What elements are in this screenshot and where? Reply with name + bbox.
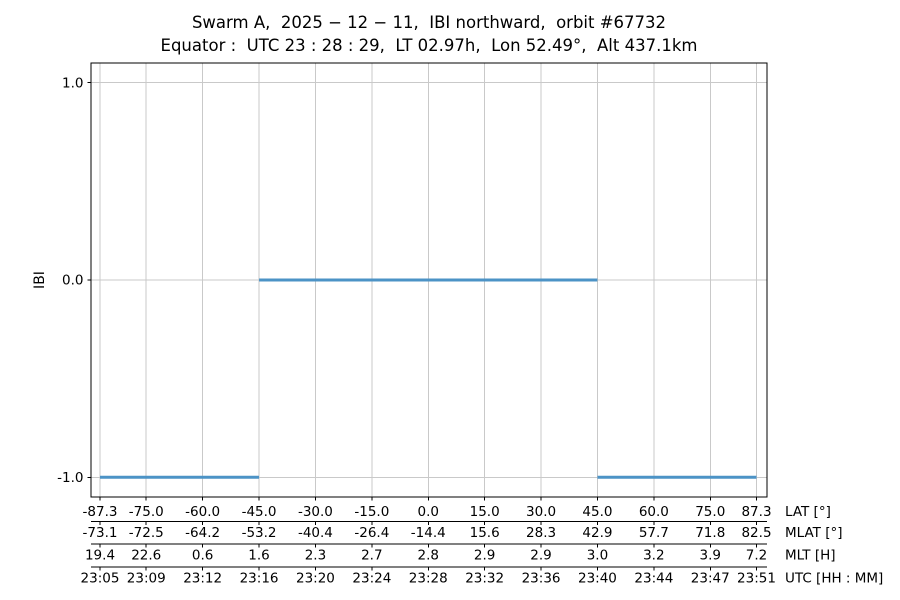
- x-tick-label: -73.1: [83, 525, 118, 541]
- x-tick-label: 23:16: [240, 571, 279, 587]
- x-tick-label: 23:09: [127, 571, 166, 587]
- y-axis-label: IBI: [32, 271, 48, 289]
- x-tick-label: -72.5: [129, 525, 164, 541]
- x-tick-label: 7.2: [746, 548, 767, 564]
- chart-subtitle: Equator : UTC 23 : 28 : 29, LT 02.97h, L…: [160, 36, 698, 55]
- x-tick-label: -64.2: [185, 525, 220, 541]
- x-tick-label: 0.0: [418, 504, 439, 520]
- x-tick-label: -14.4: [411, 525, 446, 541]
- x-tick-label: 15.0: [470, 504, 500, 520]
- x-tick-label: 23:44: [634, 571, 673, 587]
- x-tick-label: 57.7: [639, 525, 669, 541]
- x-tick-label: 2.9: [474, 548, 495, 564]
- x-tick-label: -75.0: [129, 504, 164, 520]
- y-tick-label: 0.0: [62, 273, 83, 289]
- x-tick-label: 71.8: [695, 525, 725, 541]
- x-axis-row-label: UTC [HH : MM]: [785, 571, 883, 587]
- x-tick-label: 45.0: [582, 504, 612, 520]
- x-tick-label: 30.0: [526, 504, 556, 520]
- x-tick-label: -30.0: [298, 504, 333, 520]
- x-tick-label: 28.3: [526, 525, 556, 541]
- x-tick-label: 15.6: [470, 525, 500, 541]
- x-tick-label: 2.3: [305, 548, 326, 564]
- x-tick-label: -53.2: [242, 525, 277, 541]
- x-tick-label: 23:51: [737, 571, 776, 587]
- x-tick-label: 0.6: [192, 548, 213, 564]
- x-tick-label: -15.0: [354, 504, 389, 520]
- x-tick-label: 23:32: [465, 571, 504, 587]
- x-tick-label: 2.9: [530, 548, 551, 564]
- x-tick-label: 82.5: [741, 525, 771, 541]
- x-tick-label: 3.2: [643, 548, 664, 564]
- x-tick-label: 42.9: [582, 525, 612, 541]
- x-tick-label: 22.6: [131, 548, 161, 564]
- x-tick-label: 23:28: [409, 571, 448, 587]
- x-tick-label: 2.8: [418, 548, 439, 564]
- x-tick-label: 3.0: [587, 548, 608, 564]
- y-tick-label: 1.0: [62, 75, 83, 91]
- x-tick-label: 87.3: [741, 504, 771, 520]
- x-tick-label: 23:24: [352, 571, 391, 587]
- x-axis-row-label: MLAT [°]: [785, 525, 843, 541]
- x-tick-label: -87.3: [83, 504, 118, 520]
- x-tick-label: 23:05: [81, 571, 120, 587]
- x-tick-label: 75.0: [695, 504, 725, 520]
- x-tick-label: -26.4: [354, 525, 389, 541]
- x-tick-label: 2.7: [361, 548, 382, 564]
- x-tick-label: 23:20: [296, 571, 335, 587]
- x-tick-label: 3.9: [700, 548, 721, 564]
- chart-title: Swarm A, 2025 − 12 − 11, IBI northward, …: [191, 13, 667, 32]
- x-tick-label: 23:36: [522, 571, 561, 587]
- x-tick-label: 60.0: [639, 504, 669, 520]
- x-axis-row-label: MLT [H]: [785, 548, 836, 564]
- y-tick-label: -1.0: [57, 470, 83, 486]
- x-tick-label: 23:12: [183, 571, 222, 587]
- x-tick-label: -60.0: [185, 504, 220, 520]
- x-axis-row-label: LAT [°]: [785, 504, 831, 520]
- x-tick-label: 19.4: [85, 548, 115, 564]
- x-tick-label: 23:47: [691, 571, 730, 587]
- x-tick-label: -40.4: [298, 525, 333, 541]
- x-tick-label: 1.6: [248, 548, 269, 564]
- x-tick-label: 23:40: [578, 571, 617, 587]
- x-tick-label: -45.0: [242, 504, 277, 520]
